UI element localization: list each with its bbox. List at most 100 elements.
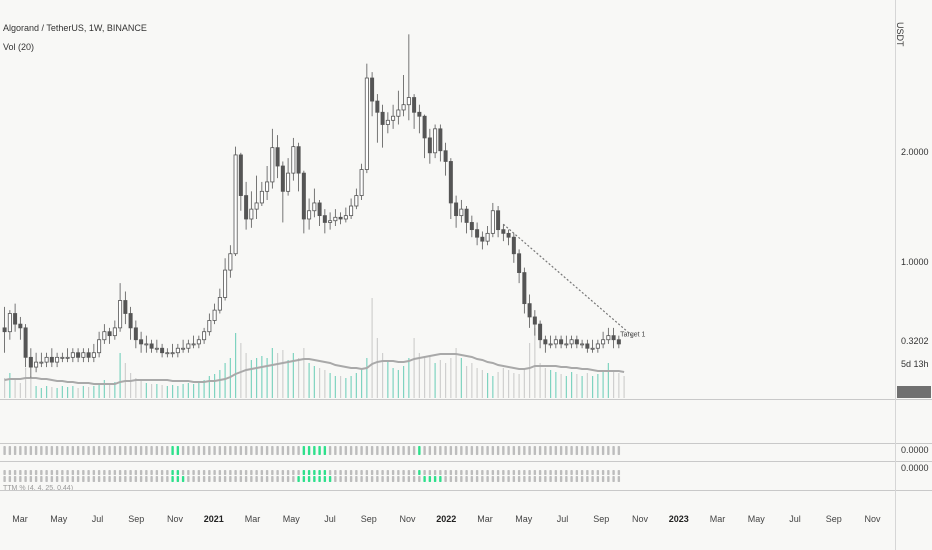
signal-cell — [50, 470, 54, 475]
signal-cell — [134, 446, 138, 455]
candle — [223, 258, 228, 301]
pane-separator-osc2[interactable] — [0, 461, 932, 462]
signal-cell — [454, 446, 458, 455]
signal-cell — [108, 470, 111, 475]
signal-cell — [244, 476, 248, 482]
volume-bar — [298, 358, 300, 398]
signal-cell — [244, 446, 248, 455]
candle — [417, 104, 422, 134]
signal-cell — [607, 476, 610, 482]
countdown-label: 5d 13h — [901, 359, 929, 369]
volume-bar — [471, 363, 473, 398]
signal-cell — [71, 446, 75, 455]
volume-bar — [550, 370, 552, 398]
signal-cell — [591, 476, 594, 482]
signal-cell — [575, 446, 579, 455]
candle — [601, 331, 606, 349]
volume-bar — [555, 372, 557, 398]
signal-cell — [376, 446, 379, 455]
volume-bar — [9, 373, 11, 398]
signal-cell — [444, 446, 447, 455]
volume-bar — [303, 348, 305, 398]
volume-bar — [334, 376, 336, 398]
signal-cell — [145, 476, 148, 482]
candle — [207, 313, 212, 336]
signal-cell — [601, 470, 605, 475]
signal-cell — [397, 470, 400, 475]
candle — [217, 288, 222, 314]
signal-cell — [61, 476, 64, 482]
volume-bar — [481, 370, 483, 398]
x-tick-label: 2022 — [436, 514, 457, 524]
pane-separator-osc1[interactable] — [0, 443, 932, 444]
signal-cell — [323, 476, 327, 482]
signal-cell — [197, 446, 201, 455]
signal-cell — [439, 476, 442, 482]
bottom-indicator-legend[interactable]: TTM % (4, 4, 25, 0.44) — [3, 485, 74, 490]
signal-cell — [318, 470, 321, 475]
signal-cell — [318, 476, 321, 482]
signal-cell — [454, 470, 458, 475]
volume-bar — [46, 386, 48, 398]
volume-bar — [492, 376, 494, 398]
signal-cell — [428, 470, 432, 475]
signal-cell — [475, 470, 479, 475]
volume-bar — [382, 353, 384, 398]
signal-cell — [40, 446, 43, 455]
volume-legend[interactable]: Vol (20) — [3, 42, 35, 52]
signal-cell — [250, 446, 253, 455]
signal-cell — [229, 476, 232, 482]
signal-cell — [145, 446, 148, 455]
volume-bar — [450, 358, 452, 398]
signal-cell — [97, 446, 101, 455]
volume-bar — [40, 388, 42, 398]
candle — [506, 229, 511, 246]
volume-bar — [502, 368, 504, 398]
candle — [364, 63, 369, 174]
signal-cell — [365, 446, 369, 455]
signal-cell — [229, 446, 232, 455]
signal-cell — [40, 476, 43, 482]
symbol-legend[interactable]: Algorand / TetherUS, 1W, BINANCE — [3, 23, 147, 33]
candle — [275, 135, 280, 179]
volume-bar — [623, 376, 625, 398]
signal-cell — [402, 446, 405, 455]
signal-cell — [428, 446, 432, 455]
signal-cell — [349, 470, 353, 475]
volume-bar — [350, 376, 352, 398]
signal-cell — [423, 470, 426, 475]
signal-cell — [407, 446, 411, 455]
signal-cell — [129, 470, 132, 475]
volume-bar — [403, 366, 405, 398]
signal-cell — [229, 470, 232, 475]
signal-cell — [486, 476, 489, 482]
signal-cell — [218, 476, 222, 482]
pane-separator-main[interactable] — [0, 399, 932, 400]
signal-cell — [160, 446, 164, 455]
volume-bar — [56, 388, 58, 398]
price-label-2: 2.0000 — [901, 147, 929, 157]
signal-cell — [139, 476, 143, 482]
signal-cell — [412, 476, 416, 482]
signal-cell — [523, 470, 526, 475]
signal-cell — [208, 470, 211, 475]
candle — [480, 231, 485, 250]
price-chart[interactable]: Target 1 — [0, 0, 895, 500]
signal-cell — [92, 476, 96, 482]
volume-bar — [613, 370, 615, 398]
osc1-value-label: 0.0000 — [901, 445, 929, 455]
signal-cell — [433, 470, 437, 475]
signal-cell — [575, 470, 579, 475]
volume-bar — [256, 358, 258, 398]
candle — [469, 215, 474, 238]
signal-cell — [297, 470, 300, 475]
signal-cell — [307, 446, 311, 455]
volume-bar — [397, 370, 399, 398]
signal-cell — [323, 470, 327, 475]
signal-cell — [418, 446, 421, 455]
volume-bar — [581, 376, 583, 398]
signal-cell — [538, 446, 542, 455]
signal-cell — [591, 446, 594, 455]
signal-cell — [13, 476, 17, 482]
candle — [28, 348, 33, 378]
